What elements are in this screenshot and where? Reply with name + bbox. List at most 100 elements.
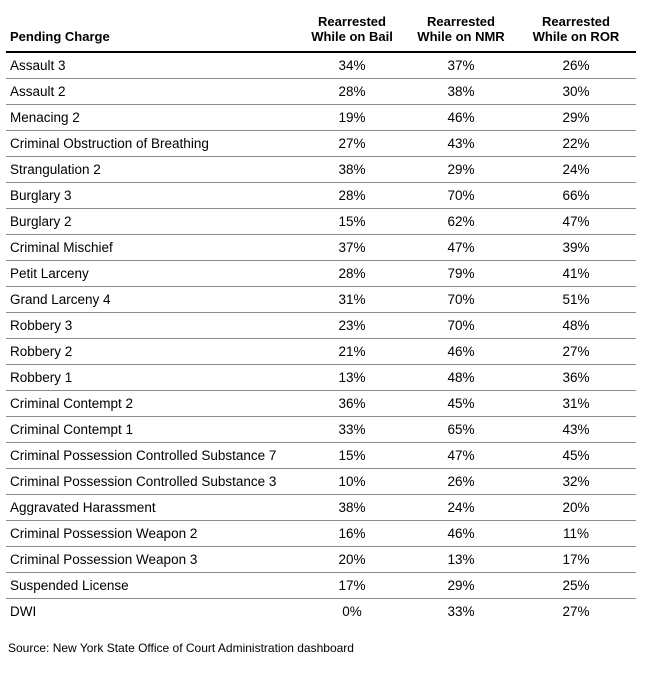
nmr-rate-cell: 45%: [406, 390, 516, 417]
bail-rate-cell: 28%: [298, 182, 406, 209]
pending-charge-cell: Burglary 3: [6, 182, 298, 209]
nmr-rate-cell: 79%: [406, 260, 516, 287]
ror-rate-cell: 31%: [516, 390, 636, 417]
pending-charge-cell: Criminal Contempt 2: [6, 390, 298, 417]
bail-rate-cell: 15%: [298, 442, 406, 469]
ror-rate-cell: 22%: [516, 130, 636, 157]
pending-charge-cell: Criminal Possession Controlled Substance…: [6, 468, 298, 495]
pending-charge-cell: Criminal Contempt 1: [6, 416, 298, 443]
bail-rate-cell: 28%: [298, 78, 406, 105]
table-row: Robbery 2 21% 46% 27%: [6, 338, 636, 365]
ror-rate-cell: 43%: [516, 416, 636, 443]
bail-rate-cell: 38%: [298, 156, 406, 183]
nmr-rate-cell: 47%: [406, 442, 516, 469]
table-row: Criminal Obstruction of Breathing 27% 43…: [6, 130, 636, 157]
column-header-rearrested-nmr: Rearrested While on NMR: [406, 6, 516, 53]
bail-rate-cell: 37%: [298, 234, 406, 261]
bail-rate-cell: 15%: [298, 208, 406, 235]
pending-charge-cell: Criminal Possession Controlled Substance…: [6, 442, 298, 469]
nmr-rate-cell: 43%: [406, 130, 516, 157]
bail-rate-cell: 27%: [298, 130, 406, 157]
nmr-rate-cell: 37%: [406, 52, 516, 79]
ror-rate-cell: 29%: [516, 104, 636, 131]
pending-charge-cell: Menacing 2: [6, 104, 298, 131]
nmr-rate-cell: 38%: [406, 78, 516, 105]
bail-rate-cell: 38%: [298, 494, 406, 521]
bail-rate-cell: 20%: [298, 546, 406, 573]
pending-charge-cell: Criminal Mischief: [6, 234, 298, 261]
bail-rate-cell: 10%: [298, 468, 406, 495]
table-row: Criminal Possession Controlled Substance…: [6, 442, 636, 469]
pending-charge-cell: Petit Larceny: [6, 260, 298, 287]
table-row: Grand Larceny 4 31% 70% 51%: [6, 286, 636, 313]
nmr-rate-cell: 65%: [406, 416, 516, 443]
nmr-rate-cell: 46%: [406, 338, 516, 365]
table-row: Criminal Possession Weapon 3 20% 13% 17%: [6, 546, 636, 573]
bail-rate-cell: 36%: [298, 390, 406, 417]
table-row: Assault 2 28% 38% 30%: [6, 78, 636, 105]
bail-rate-cell: 16%: [298, 520, 406, 547]
table-row: Criminal Contempt 2 36% 45% 31%: [6, 390, 636, 417]
pending-charge-cell: Aggravated Harassment: [6, 494, 298, 521]
table-row: Criminal Possession Weapon 2 16% 46% 11%: [6, 520, 636, 547]
nmr-rate-cell: 48%: [406, 364, 516, 391]
table-body: Assault 3 34% 37% 26% Assault 2 28% 38% …: [6, 52, 636, 624]
nmr-rate-cell: 47%: [406, 234, 516, 261]
source-note: Source: New York State Office of Court A…: [8, 641, 354, 655]
bail-rate-cell: 28%: [298, 260, 406, 287]
bail-rate-cell: 13%: [298, 364, 406, 391]
ror-rate-cell: 41%: [516, 260, 636, 287]
nmr-rate-cell: 33%: [447, 604, 475, 619]
nmr-rate-cell: 70%: [406, 182, 516, 209]
table-row: Aggravated Harassment 38% 24% 20%: [6, 494, 636, 521]
pending-charge-cell: Suspended License: [6, 572, 298, 599]
table-row: Burglary 2 15% 62% 47%: [6, 208, 636, 235]
ror-rate-cell: 25%: [516, 572, 636, 599]
nmr-rate-cell: 29%: [406, 572, 516, 599]
ror-rate-cell: 32%: [516, 468, 636, 495]
ror-rate-cell: 51%: [516, 286, 636, 313]
ror-rate-cell: 11%: [516, 520, 636, 547]
ror-rate-cell: 39%: [516, 234, 636, 261]
pending-charge-cell: Criminal Obstruction of Breathing: [6, 130, 298, 157]
column-header-rearrested-ror: Rearrested While on ROR: [516, 6, 636, 53]
pending-charge-cell: Strangulation 2: [6, 156, 298, 183]
nmr-rate-cell: 70%: [406, 312, 516, 339]
nmr-rate-cell: 62%: [406, 208, 516, 235]
pending-charge-cell: Criminal Possession Weapon 3: [6, 546, 298, 573]
ror-rate-cell: 20%: [516, 494, 636, 521]
pending-charge-cell: Assault 2: [6, 78, 298, 105]
ror-rate-cell: 47%: [516, 208, 636, 235]
table-row: Suspended License 17% 29% 25%: [6, 572, 636, 599]
bail-rate-cell: 21%: [298, 338, 406, 365]
table-row: Criminal Possession Controlled Substance…: [6, 468, 636, 495]
bail-rate-cell: 31%: [298, 286, 406, 313]
table-row: Petit Larceny 28% 79% 41%: [6, 260, 636, 287]
table-row: Assault 3 34% 37% 26%: [6, 52, 636, 79]
nmr-rate-cell: 46%: [406, 520, 516, 547]
pending-charge-cell: Robbery 1: [6, 364, 298, 391]
nmr-rate-cell: 13%: [406, 546, 516, 573]
ror-rate-cell: 36%: [516, 364, 636, 391]
bail-rate-cell: 17%: [298, 572, 406, 599]
pending-charge-cell: Criminal Possession Weapon 2: [6, 520, 298, 547]
ror-rate-cell: 30%: [516, 78, 636, 105]
table-row: Burglary 3 28% 70% 66%: [6, 182, 636, 209]
ror-rate-cell: 26%: [516, 52, 636, 79]
ror-rate-cell: 48%: [516, 312, 636, 339]
bail-rate-cell: 19%: [298, 104, 406, 131]
nmr-rate-cell: 70%: [406, 286, 516, 313]
rearrest-rates-table: Pending Charge Rearrested While on Bail …: [6, 6, 636, 624]
table-header-row: Pending Charge Rearrested While on Bail …: [6, 6, 636, 53]
ror-rate-cell: 27%: [562, 604, 590, 619]
table-row: Menacing 2 19% 46% 29%: [6, 104, 636, 131]
nmr-rate-cell: 46%: [406, 104, 516, 131]
pending-charge-cell: DWI: [10, 604, 37, 619]
table-row: Strangulation 2 38% 29% 24%: [6, 156, 636, 183]
nmr-rate-cell: 24%: [406, 494, 516, 521]
bail-rate-cell: 0%: [342, 604, 362, 619]
table-row: Robbery 3 23% 70% 48%: [6, 312, 636, 339]
pending-charge-cell: Burglary 2: [6, 208, 298, 235]
bail-rate-cell: 23%: [298, 312, 406, 339]
